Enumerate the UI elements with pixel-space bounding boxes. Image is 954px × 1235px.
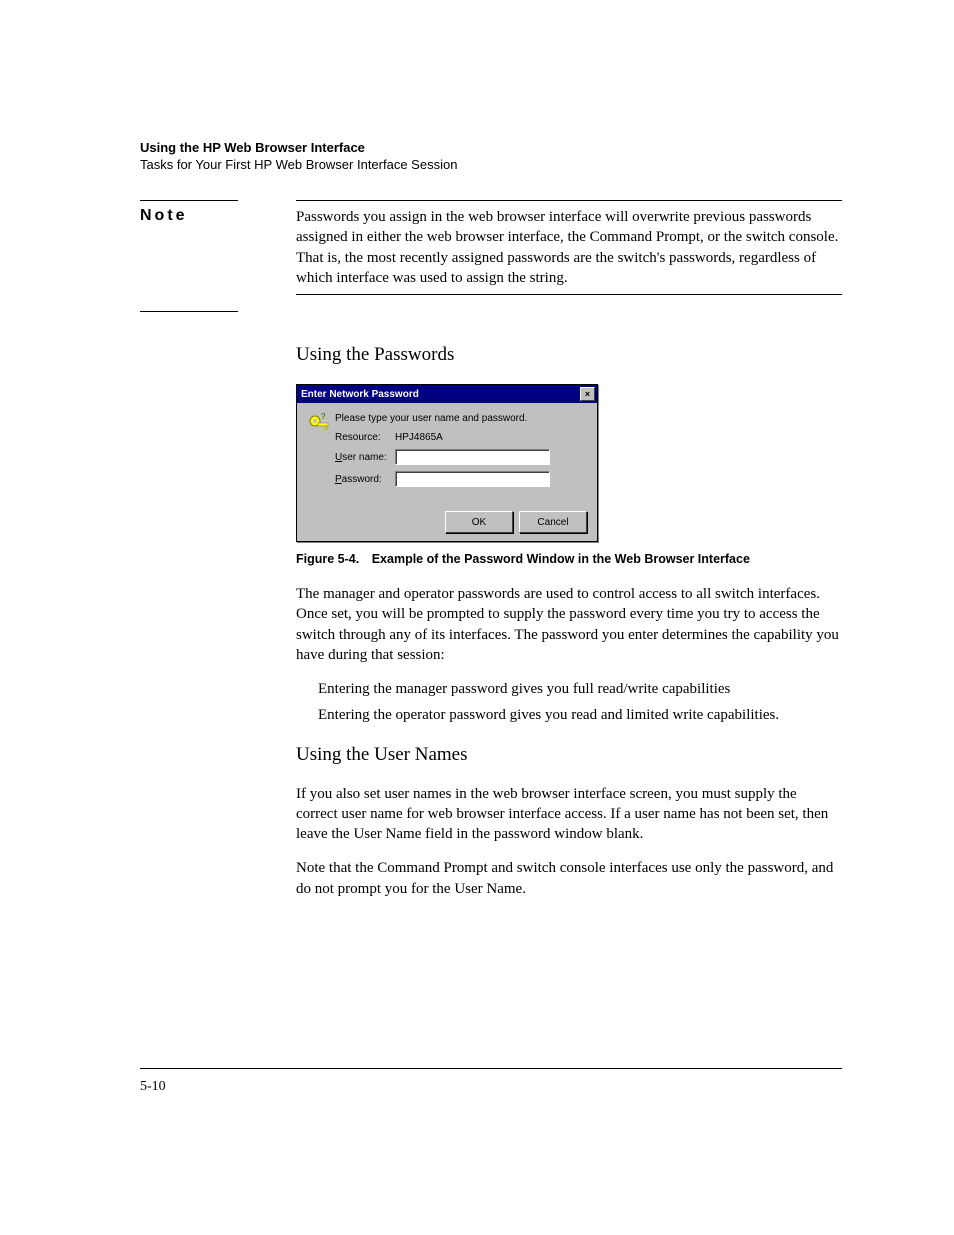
- bullet-manager: Entering the manager password gives you …: [318, 679, 842, 699]
- password-input[interactable]: [395, 471, 550, 487]
- close-icon[interactable]: ×: [580, 387, 595, 401]
- usernames-para1: If you also set user names in the web br…: [296, 784, 842, 845]
- password-dialog: Enter Network Password × ?: [296, 384, 598, 542]
- resource-label: Resource:: [335, 432, 395, 443]
- dialog-instruction: Please type your user name and password.: [335, 413, 587, 424]
- bullet-operator: Entering the operator password gives you…: [318, 705, 842, 725]
- dialog-title: Enter Network Password: [301, 389, 419, 400]
- section-heading-passwords: Using the Passwords: [296, 344, 842, 366]
- page-number: 5-10: [140, 1079, 842, 1095]
- ok-button[interactable]: OK: [445, 511, 513, 533]
- page-footer: 5-10: [140, 1068, 842, 1095]
- svg-text:?: ?: [321, 413, 326, 421]
- username-label: User name:: [335, 452, 395, 463]
- password-label: Password:: [335, 474, 395, 485]
- running-header-title: Using the HP Web Browser Interface: [140, 140, 844, 155]
- usernames-para2: Note that the Command Prompt and switch …: [296, 858, 842, 899]
- note-block: Note Passwords you assign in the web bro…: [140, 200, 842, 318]
- running-header-subtitle: Tasks for Your First HP Web Browser Inte…: [140, 157, 844, 172]
- cancel-button[interactable]: Cancel: [519, 511, 587, 533]
- username-input[interactable]: [395, 449, 550, 465]
- key-icon: ?: [307, 413, 335, 440]
- passwords-paragraph: The manager and operator passwords are u…: [296, 584, 842, 665]
- resource-value: HPJ4865A: [395, 432, 587, 443]
- note-label: Note: [140, 207, 296, 225]
- section-heading-usernames: Using the User Names: [296, 744, 842, 766]
- figure-caption: Figure 5-4. Example of the Password Wind…: [296, 552, 842, 566]
- note-body: Passwords you assign in the web browser …: [296, 207, 842, 288]
